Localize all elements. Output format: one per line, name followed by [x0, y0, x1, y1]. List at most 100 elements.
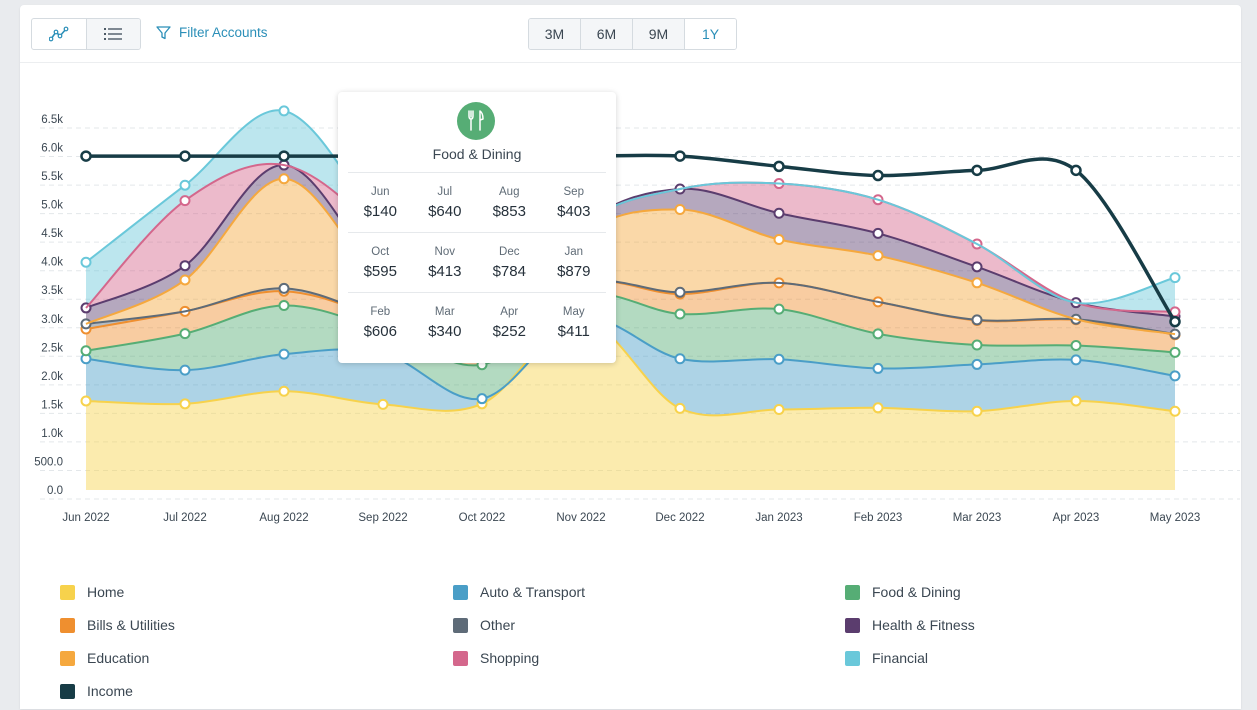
legend-label: Health & Fitness — [872, 617, 975, 633]
y-tick-label: 6.5k — [41, 114, 63, 126]
tooltip-value: $606 — [363, 323, 397, 340]
legend-label: Income — [87, 683, 133, 699]
tooltip-month: Apr — [500, 306, 519, 318]
legend-label: Bills & Utilities — [87, 617, 175, 633]
range-6m-button[interactable]: 6M — [580, 19, 632, 49]
legend-label: Financial — [872, 650, 929, 666]
tooltip-month: Nov — [434, 246, 455, 258]
point-financial — [179, 179, 191, 191]
point-education — [278, 173, 290, 185]
tooltip-month: Jun — [370, 186, 390, 198]
tooltip-month-grid: Jun $140 Jul $640 Aug $853 Sep $403 Oct $595 … — [348, 172, 606, 352]
point-food-dining — [674, 308, 686, 320]
chart-legend: Home Auto & Transport Food & Dining Bill… — [60, 580, 1240, 710]
x-tick-label: Sep 2022 — [358, 512, 407, 524]
tooltip-row: Oct $595 Nov $413 Dec $784 Jan $879 — [348, 233, 606, 293]
legend-item-home[interactable]: Home — [60, 584, 124, 600]
tooltip-cell: Jul $640 — [413, 173, 478, 232]
tooltip-value: $879 — [557, 263, 591, 280]
range-1y-button[interactable]: 1Y — [684, 19, 736, 49]
legend-label: Education — [87, 650, 150, 666]
y-tick-label: 4.0k — [41, 257, 63, 269]
chart-view-button[interactable] — [32, 19, 86, 49]
point-auto-transport — [971, 358, 983, 370]
y-tick-label: 1.5k — [41, 399, 63, 411]
list-view-button[interactable] — [85, 19, 140, 49]
filter-accounts-button[interactable]: Filter Accounts — [156, 25, 268, 40]
point-food-dining — [80, 345, 92, 357]
legend-item-income[interactable]: Income — [60, 683, 133, 699]
tooltip-month: Mar — [434, 306, 455, 318]
point-food-dining — [773, 303, 785, 315]
point-home — [179, 398, 191, 410]
range-3m-button[interactable]: 3M — [529, 19, 580, 49]
tooltip-value: $140 — [363, 203, 397, 220]
point-education — [872, 250, 884, 262]
y-tick-label: 5.0k — [41, 200, 63, 212]
point-food-dining — [971, 339, 983, 351]
tooltip-value: $853 — [492, 203, 526, 220]
legend-item-education[interactable]: Education — [60, 650, 149, 666]
y-tick-label: 1.0k — [41, 428, 63, 440]
list-icon — [104, 28, 123, 40]
point-food-dining — [179, 328, 191, 340]
tooltip-value: $340 — [428, 323, 462, 340]
area-food-dining — [86, 293, 1175, 400]
legend-item-auto-transport[interactable]: Auto & Transport — [453, 584, 585, 600]
tooltip-value: $252 — [492, 323, 526, 340]
legend-item-food-dining[interactable]: Food & Dining — [845, 584, 961, 600]
line-chart-icon — [48, 26, 69, 42]
point-income — [872, 169, 884, 182]
x-tick-label: Oct 2022 — [459, 512, 506, 524]
point-education — [179, 274, 191, 286]
tooltip-cell: Dec $784 — [477, 233, 542, 292]
tooltip-cell: Oct $595 — [348, 233, 413, 292]
point-auto-transport — [179, 364, 191, 376]
legend-swatch — [60, 650, 75, 666]
tooltip-row: Feb $606 Mar $340 Apr $252 May $411 — [348, 293, 606, 352]
point-financial — [1169, 272, 1181, 284]
legend-item-shopping[interactable]: Shopping — [453, 650, 539, 666]
tooltip-title: Food & Dining — [432, 146, 522, 162]
legend-label: Home — [87, 584, 125, 600]
x-tick-label: Dec 2022 — [655, 512, 704, 524]
fork-knife-icon — [457, 102, 495, 140]
chart-tooltip: Food & Dining Jun $140 Jul $640 Aug $853 Se… — [338, 92, 616, 363]
tooltip-month: Aug — [499, 186, 520, 198]
tooltip-month: Feb — [370, 306, 391, 318]
tooltip-month: Sep — [563, 186, 584, 198]
spending-panel: Filter Accounts 3M 6M 9M 1Y 0.0 500.0 1.0k… — [20, 5, 1241, 709]
legend-item-financial[interactable]: Financial — [845, 650, 928, 666]
point-income — [1169, 315, 1181, 328]
tooltip-value: $595 — [363, 263, 397, 280]
range-9m-button[interactable]: 9M — [632, 19, 684, 49]
x-tick-label: Feb 2023 — [854, 512, 903, 524]
point-auto-transport — [674, 353, 686, 365]
filter-accounts-label: Filter Accounts — [179, 25, 268, 40]
point-health-fitness — [179, 260, 191, 272]
point-home — [1070, 395, 1082, 407]
point-home — [80, 395, 92, 407]
x-tick-label: Jun 2022 — [62, 512, 109, 524]
legend-label: Shopping — [480, 650, 540, 666]
legend-item-health-fitness[interactable]: Health & Fitness — [845, 617, 975, 633]
legend-item-bills-utilities[interactable]: Bills & Utilities — [60, 617, 175, 633]
toolbar: Filter Accounts 3M 6M 9M 1Y — [20, 5, 1241, 63]
tooltip-cell: Mar $340 — [413, 293, 478, 352]
tooltip-cell: Aug $853 — [477, 173, 542, 232]
legend-label: Food & Dining — [872, 584, 961, 600]
x-tick-label: Apr 2023 — [1053, 512, 1100, 524]
x-tick-label: Mar 2023 — [953, 512, 1002, 524]
point-food-dining — [1169, 346, 1181, 358]
point-health-fitness — [971, 261, 983, 273]
x-tick-label: Nov 2022 — [556, 512, 605, 524]
point-food-dining — [1070, 339, 1082, 351]
tooltip-cell: Feb $606 — [348, 293, 413, 352]
legend-item-other[interactable]: Other — [453, 617, 515, 633]
legend-label: Other — [480, 617, 516, 633]
legend-swatch — [453, 584, 468, 600]
point-auto-transport — [1169, 370, 1181, 382]
tooltip-month: Oct — [371, 246, 390, 258]
point-home — [1169, 405, 1181, 417]
point-other — [278, 282, 290, 294]
